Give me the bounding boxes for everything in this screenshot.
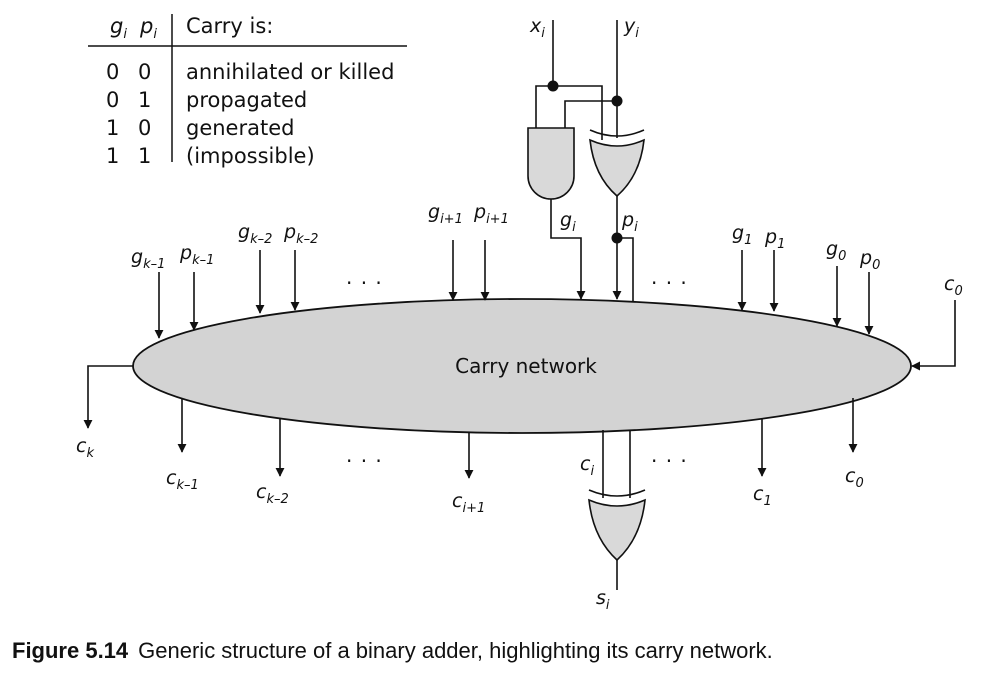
- input-logic: [527, 20, 645, 306]
- bottom-ellipsis-right: · · ·: [651, 449, 688, 473]
- xi-label: xi: [529, 15, 545, 41]
- carry-network-label: Carry network: [455, 354, 597, 378]
- sum-xor-back-curve: [588, 489, 646, 497]
- carry-truth-table: gi pi Carry is: 0 0 annihilated or kille…: [88, 14, 407, 168]
- top-ellipsis-left: · · ·: [346, 271, 383, 295]
- p1-label: p1: [764, 226, 785, 252]
- pi-label: pi: [621, 209, 638, 235]
- xi-to-and-wire: [535, 85, 553, 128]
- yi-to-and-wire: [564, 100, 617, 128]
- figure-number: Figure 5.14: [12, 638, 129, 663]
- top-input-arrows: [154, 240, 956, 371]
- table-row-3-meaning: generated: [186, 116, 294, 140]
- xi-junction-dot: [547, 80, 559, 92]
- table-row-2-g: 0: [106, 88, 119, 112]
- table-header-p: pi: [139, 14, 157, 42]
- si-label: si: [596, 587, 610, 613]
- pk-1-label: pk–1: [179, 242, 214, 268]
- ck-1-label: ck–1: [166, 467, 199, 493]
- table-row-3-p: 0: [138, 116, 151, 140]
- gi-label: gi: [560, 209, 576, 235]
- xor-gate: [589, 138, 645, 198]
- table-row-1-g: 0: [106, 60, 119, 84]
- figure-caption: Figure 5.14 Generic structure of a binary…: [12, 638, 773, 664]
- table-row-2-meaning: propagated: [186, 88, 307, 112]
- table-row-4-p: 1: [138, 144, 151, 168]
- c0-output-label: c0: [845, 465, 864, 491]
- figure-caption-text: Generic structure of a binary adder, hig…: [138, 638, 773, 663]
- yi-label: yi: [623, 15, 639, 41]
- table-row-2-p: 1: [138, 88, 151, 112]
- c1-label: c1: [753, 483, 772, 509]
- xor-gate-back-curve: [589, 129, 645, 137]
- table-row-1-meaning: annihilated or killed: [186, 60, 394, 84]
- pi-junction-dot: [611, 232, 623, 244]
- table-row-3-g: 1: [106, 116, 119, 140]
- table-header-g: gi: [110, 14, 127, 42]
- table-row-4-g: 1: [106, 144, 119, 168]
- ci+1-label: ci+1: [452, 490, 485, 516]
- p0-label: p0: [859, 247, 880, 273]
- c0-input-label: c0: [944, 273, 963, 299]
- ck-label: ck: [76, 435, 94, 461]
- g1-label: g1: [732, 222, 752, 248]
- g0-label: g0: [826, 238, 846, 264]
- bottom-ellipsis-left: · · ·: [346, 449, 383, 473]
- pi-forward-wire: [617, 237, 634, 306]
- top-ellipsis-right: · · ·: [651, 271, 688, 295]
- yi-junction-dot: [611, 95, 623, 107]
- and-gate: [527, 127, 575, 200]
- bottom-output-arrows: [83, 365, 858, 590]
- c0-input-arrow: [911, 300, 956, 371]
- ci-label: ci: [580, 453, 594, 479]
- carry-network-diagram: gi pi Carry is: 0 0 annihilated or kille…: [76, 14, 963, 613]
- ck-2-label: ck–2: [256, 481, 289, 507]
- gk-2-label: gk–2: [238, 221, 272, 247]
- sum-xor-gate: [588, 498, 646, 562]
- pk-2-label: pk–2: [283, 221, 318, 247]
- gi+1-label: gi+1: [428, 201, 463, 227]
- table-row-1-p: 0: [138, 60, 151, 84]
- ck-output-arrow: [83, 365, 133, 429]
- table-row-4-meaning: (impossible): [186, 144, 315, 168]
- gi-wire: [550, 199, 586, 300]
- xi-to-xor-wire: [553, 85, 603, 140]
- gk-1-label: gk–1: [131, 246, 165, 272]
- table-header-label: Carry is:: [186, 14, 273, 38]
- pi+1-label: pi+1: [473, 201, 509, 227]
